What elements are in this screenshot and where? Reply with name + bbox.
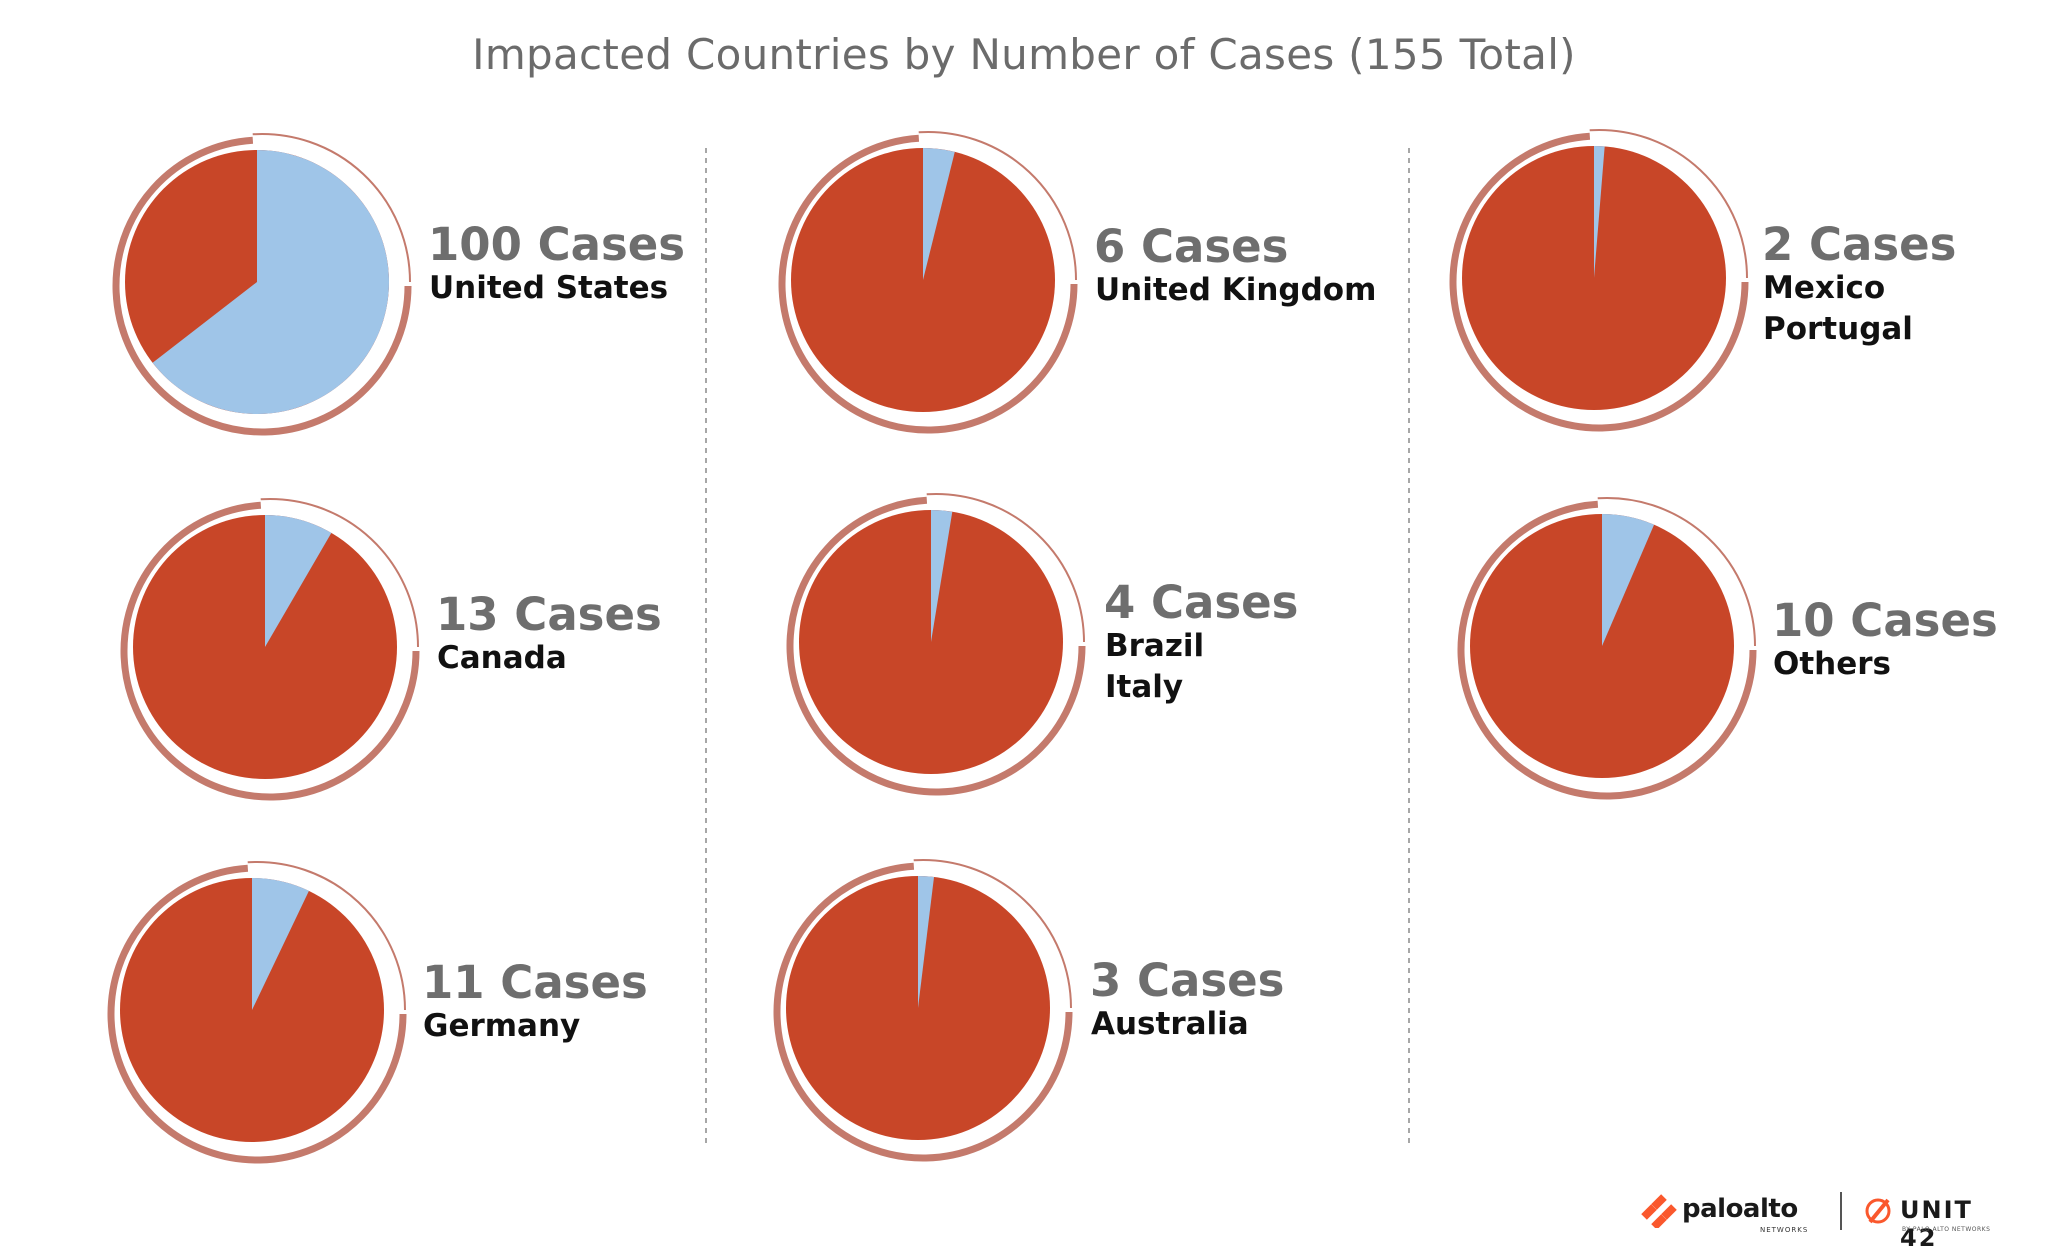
ring-thin-arc (913, 859, 1072, 1009)
count-label: 11 Cases (422, 956, 648, 1009)
pie-slice-cases (265, 515, 332, 647)
count-label: 100 Cases (428, 218, 685, 271)
ring-thin-arc (247, 861, 406, 1011)
unit42-subtitle: BY PALO ALTO NETWORKS (1902, 1226, 1991, 1233)
ring-thick-arc (1457, 500, 1757, 800)
count-label: 6 Cases (1094, 220, 1288, 273)
ring-thin-arc (1597, 497, 1756, 647)
ring-thin-arc (252, 133, 411, 283)
pie-slice-cases (252, 878, 309, 1010)
pie-slice-cases (1594, 146, 1605, 278)
country-label: Germany (423, 1008, 580, 1044)
count-label: 10 Cases (1772, 594, 1998, 647)
country-label: United States (429, 270, 668, 306)
ring-thin-arc (926, 493, 1085, 643)
ring-thick-arc (778, 134, 1078, 434)
ring-thick-arc (120, 501, 420, 801)
ring-thin-arc (1589, 129, 1748, 279)
paloalto-logo-icon (1641, 1194, 1677, 1228)
country-label: Others (1773, 646, 1891, 682)
country-label: Italy (1105, 669, 1183, 705)
pie-slice-cases (918, 876, 935, 1008)
count-label: 4 Cases (1104, 576, 1298, 629)
country-label: Australia (1091, 1006, 1249, 1042)
ring-thin-arc (918, 131, 1077, 281)
unit42-logo-icon (1865, 1198, 1891, 1224)
ring-thin-arc (260, 498, 419, 648)
page-title: Impacted Countries by Number of Cases (1… (472, 30, 1576, 79)
country-label: Canada (437, 640, 567, 676)
brand-separator (1840, 1192, 1842, 1230)
ring-thick-arc (1449, 132, 1749, 432)
paloalto-wordmark: paloalto (1682, 1194, 1798, 1224)
ring-thick-arc (107, 864, 407, 1164)
country-label: Brazil (1105, 628, 1204, 664)
country-label: Portugal (1763, 311, 1913, 347)
ring-thick-arc (786, 496, 1086, 796)
count-label: 3 Cases (1090, 954, 1284, 1007)
pie-slice-cases (1602, 514, 1655, 646)
pie-slice-cases (152, 150, 389, 414)
unit42-wordmark: UNIT 42 (1900, 1196, 1973, 1252)
pie-slice-cases (931, 510, 953, 642)
count-label: 2 Cases (1762, 218, 1956, 271)
ring-thick-arc (112, 136, 412, 436)
branding: paloalto NETWORKS UNIT 42 BY PALO ALTO N… (1640, 1190, 2020, 1252)
ring-thick-arc (773, 862, 1073, 1162)
paloalto-subtitle: NETWORKS (1760, 1226, 1809, 1234)
count-label: 13 Cases (436, 588, 662, 641)
country-label: United Kingdom (1095, 272, 1376, 308)
pie-slice-cases (923, 148, 955, 280)
country-label: Mexico (1763, 270, 1885, 306)
